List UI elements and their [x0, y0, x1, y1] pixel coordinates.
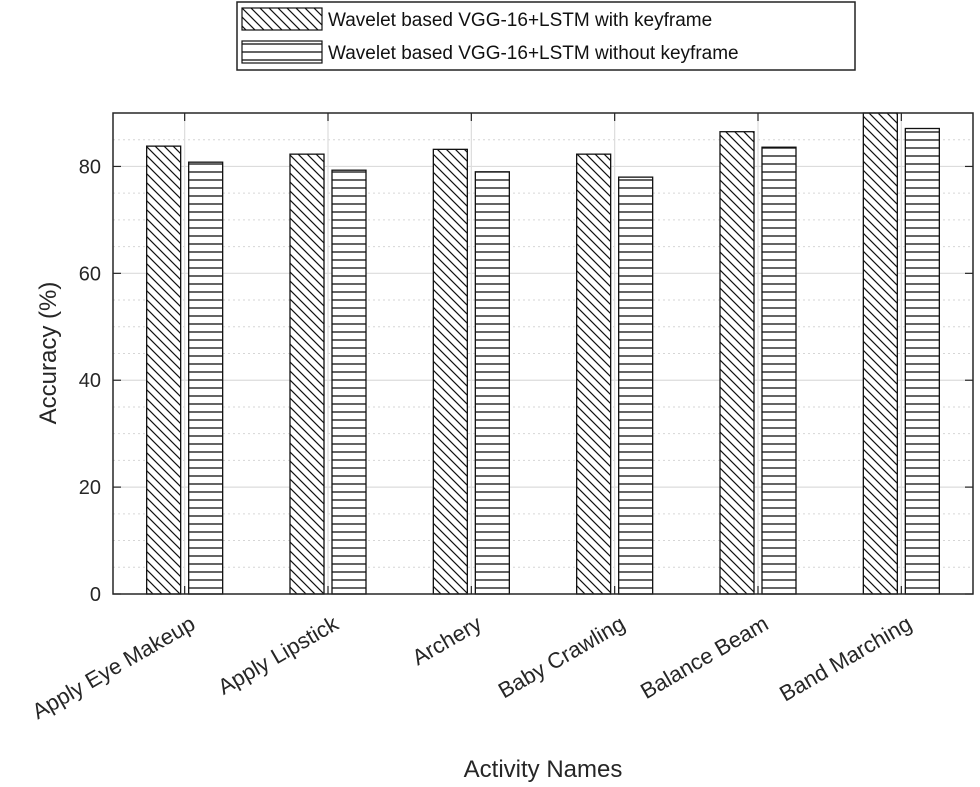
bar-without-keyframe-4: [618, 176, 654, 595]
bar-without-keyframe-3: [474, 171, 510, 595]
legend-label-with-keyframe: Wavelet based VGG-16+LSTM with keyframe: [328, 10, 712, 31]
bar-with-keyframe-4: [576, 153, 612, 595]
x-tick-label: Apply Lipstick: [214, 610, 344, 699]
legend: Wavelet based VGG-16+LSTM with keyframe …: [236, 1, 856, 71]
y-tick-label: 40: [79, 370, 101, 392]
plot-frame: [112, 112, 974, 595]
y-tick-label: 60: [79, 263, 101, 285]
grid: [113, 113, 973, 594]
bar-without-keyframe-6: [904, 127, 940, 595]
y-tick-label: 0: [90, 584, 101, 606]
plot-area: 0 20 40 60 80 Apply Eye Makeup Apply Lipstick A…: [28, 112, 974, 724]
legend-swatch-without-keyframe: [241, 40, 323, 64]
x-axis-title: Activity Names: [464, 756, 623, 783]
bar-with-keyframe-6: [862, 112, 898, 595]
legend-swatch-with-keyframe: [241, 7, 323, 31]
x-tick-label: Balance Beam: [636, 611, 772, 704]
y-tick-label: 80: [79, 156, 101, 178]
x-tick-label: Baby Crawling: [494, 611, 629, 704]
legend-label-without-keyframe: Wavelet based VGG-16+LSTM without keyfra…: [328, 43, 739, 64]
bar-with-keyframe-5: [719, 131, 755, 595]
bar-without-keyframe-1: [188, 161, 224, 595]
bar-with-keyframe-2: [289, 153, 325, 595]
x-tick-label: Archery: [408, 611, 486, 671]
bar-with-keyframe-1: [146, 145, 182, 595]
bar-without-keyframe-2: [331, 169, 367, 595]
bar-with-keyframe-3: [432, 148, 468, 595]
y-axis-title: Accuracy (%): [35, 282, 62, 425]
x-tick-label: Band Marching: [775, 611, 916, 707]
x-tick-label: Apply Eye Makeup: [28, 611, 199, 724]
bar-without-keyframe-5: [761, 146, 797, 595]
legend-box: [236, 1, 856, 71]
y-tick-label: 20: [79, 477, 101, 499]
